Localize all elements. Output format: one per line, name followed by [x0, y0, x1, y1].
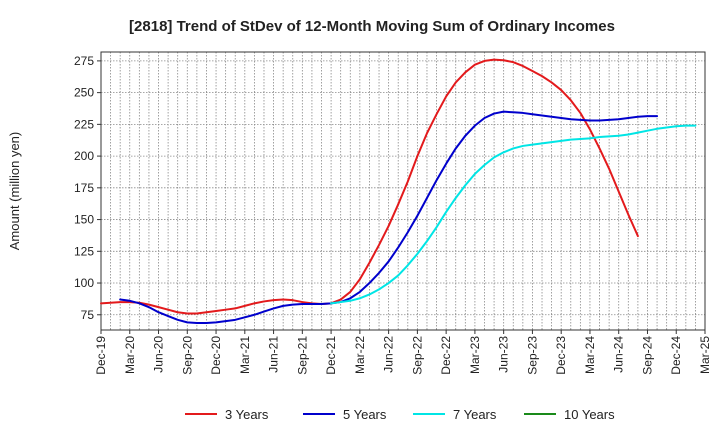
series-line-5-years [119, 110, 659, 325]
x-tick-label: Jun-23 [497, 336, 511, 373]
y-tick-label: 200 [74, 149, 94, 163]
x-tick-label: Mar-23 [468, 336, 482, 374]
x-tick-label: Sep-24 [640, 336, 654, 375]
legend-label-7-years: 7 Years [453, 407, 497, 422]
series-line-7-years [330, 124, 697, 305]
y-tick-labels: 75 100 125 150 175 200 225 250 275 [74, 54, 101, 322]
y-axis-title: Amount (million yen) [7, 132, 22, 251]
grid-lines [100, 52, 706, 330]
x-tick-label: Mar-22 [353, 336, 367, 374]
plot-frame [100, 51, 706, 331]
x-tick-label: Dec-23 [554, 336, 568, 375]
x-tick-label: Mar-21 [238, 336, 252, 374]
x-tick-label: Sep-20 [180, 336, 194, 375]
series-lines [100, 58, 697, 325]
y-tick-label: 150 [74, 213, 94, 227]
y-tick-label: 275 [74, 54, 94, 68]
series-line-3-years [100, 58, 639, 315]
chart-title: [2818] Trend of StDev of 12-Month Moving… [129, 18, 615, 35]
y-tick-label: 225 [74, 117, 94, 131]
x-tick-label: Sep-21 [295, 336, 309, 375]
y-tick-label: 75 [81, 308, 95, 322]
x-tick-label: Dec-22 [439, 336, 453, 375]
y-tick-label: 175 [74, 181, 94, 195]
legend-label-10-years: 10 Years [564, 407, 615, 422]
y-tick-label: 250 [74, 86, 94, 100]
x-tick-label: Jun-20 [152, 336, 166, 373]
plot-border [100, 51, 706, 331]
y-tick-label: 125 [74, 244, 94, 258]
x-tick-label: Sep-22 [410, 336, 424, 375]
x-tick-label: Dec-19 [94, 336, 108, 375]
x-tick-label: Jun-24 [612, 336, 626, 373]
x-tick-label: Jun-21 [267, 336, 281, 373]
legend: 3 Years 5 Years 7 Years 10 Years [185, 407, 615, 422]
x-tick-label: Jun-22 [382, 336, 396, 373]
x-tick-label: Dec-24 [669, 336, 683, 375]
x-tick-label: Mar-25 [698, 336, 712, 374]
x-tick-labels: Dec-19 Mar-20 Jun-20 Sep-20 Dec-20 Mar-21 Jun-… [94, 330, 712, 375]
x-tick-label: Dec-20 [209, 336, 223, 375]
y-tick-label: 100 [74, 276, 94, 290]
x-tick-label: Sep-23 [525, 336, 539, 375]
legend-label-5-years: 5 Years [343, 407, 387, 422]
x-tick-label: Dec-21 [324, 336, 338, 375]
x-tick-label: Mar-24 [583, 336, 597, 374]
legend-label-3-years: 3 Years [225, 407, 269, 422]
x-tick-label: Mar-20 [123, 336, 137, 374]
